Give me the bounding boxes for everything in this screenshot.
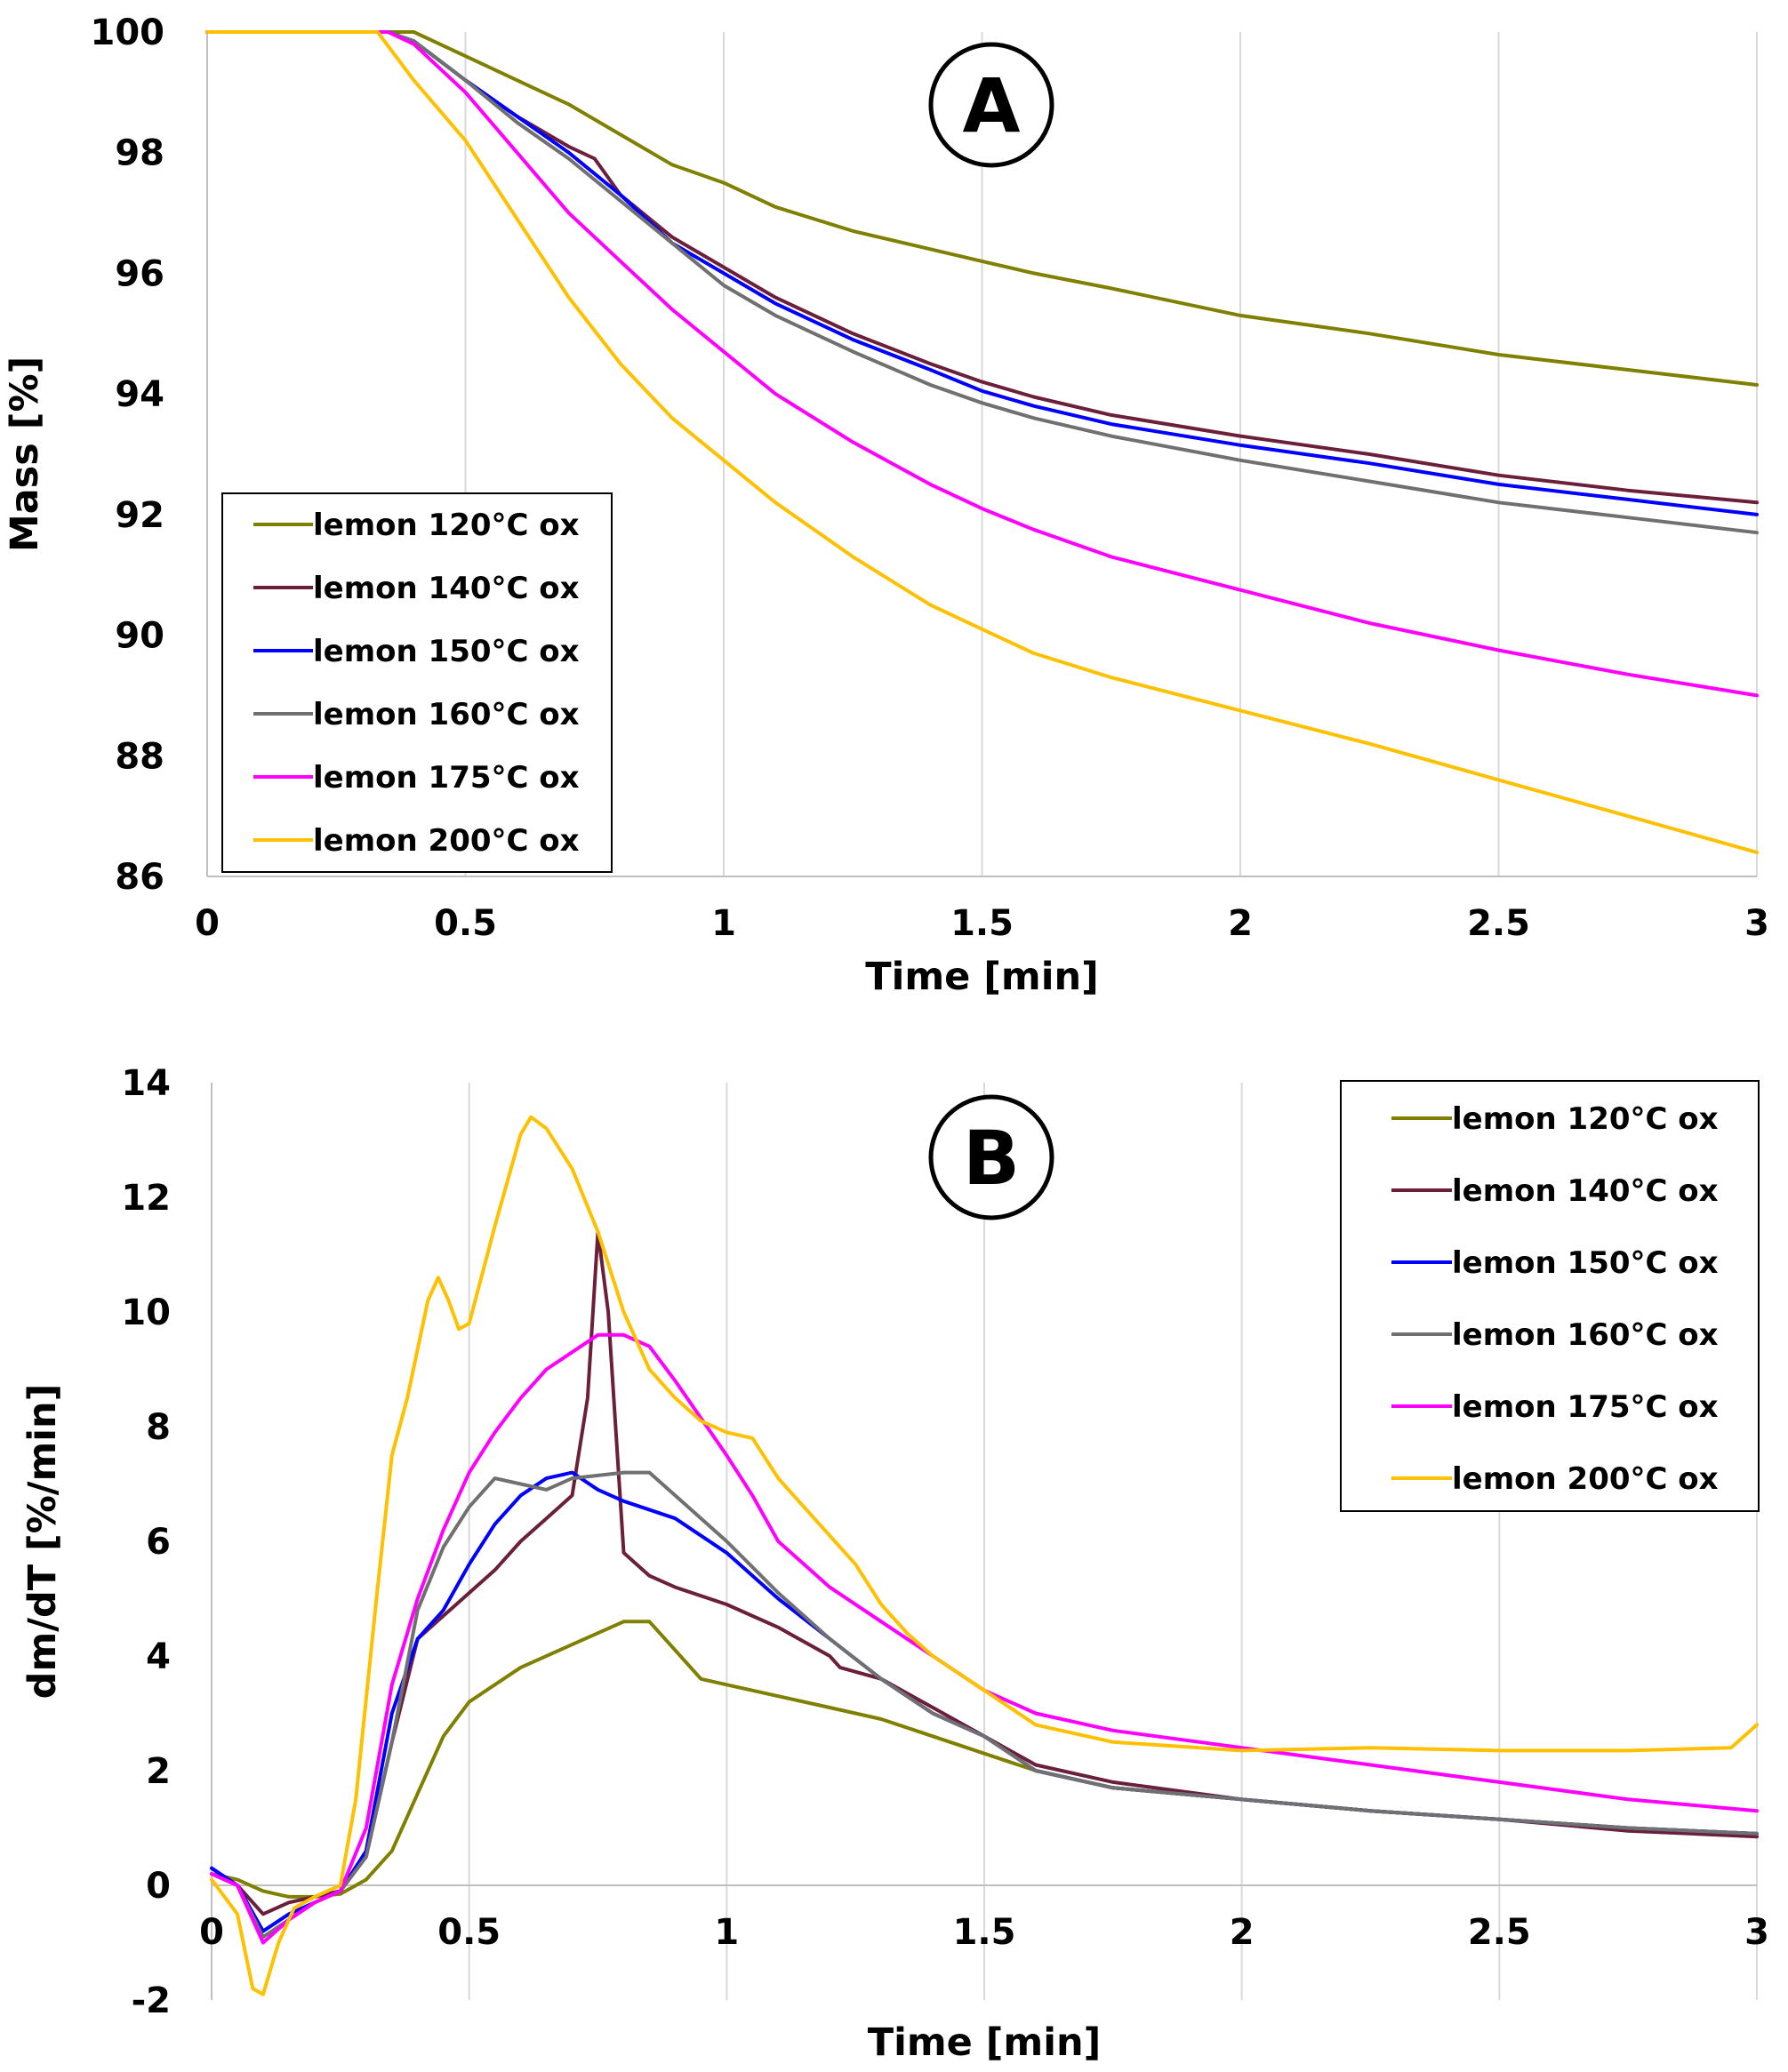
x-tick-label: 3 — [1744, 903, 1769, 944]
y-tick-label: 6 — [146, 1522, 171, 1563]
series-line-6 — [205, 30, 1759, 854]
legend-entry: lemon 160°C ox — [1452, 1317, 1719, 1353]
y-tick-label: 88 — [115, 736, 164, 777]
y-tick-label: 8 — [146, 1407, 171, 1448]
x-axis-title: Time [min] — [868, 2020, 1101, 2065]
x-tick-label: 2 — [1228, 903, 1253, 944]
x-tick-label: 1 — [711, 903, 736, 944]
x-axis-title: Time [min] — [865, 955, 1098, 999]
x-tick-label: 2.5 — [1467, 903, 1530, 944]
series-line-4 — [205, 30, 1759, 535]
y-tick-label: 86 — [115, 857, 164, 898]
y-tick-label: 2 — [146, 1751, 171, 1792]
legend: lemon 120°C ox lemon 140°C ox lemon 150°C … — [1340, 1080, 1760, 1512]
panel-badge-label: A — [962, 62, 1020, 149]
y-tick-label: 10 — [121, 1292, 171, 1333]
legend-entry: lemon 120°C ox — [313, 508, 580, 543]
y-tick-label: 90 — [115, 616, 164, 657]
y-tick-label: 96 — [115, 253, 164, 294]
legend-entry: lemon 140°C ox — [313, 571, 580, 606]
legend-entry: lemon 140°C ox — [1452, 1173, 1719, 1209]
y-axis-title: Mass [%] — [3, 356, 47, 552]
legend-entry: lemon 120°C ox — [1452, 1101, 1719, 1137]
panel-badge-circle — [928, 1094, 1054, 1220]
legend-entry: lemon 175°C ox — [313, 760, 580, 796]
panel-badge-circle — [928, 42, 1054, 168]
legend-entry: lemon 175°C ox — [1452, 1389, 1719, 1425]
x-tick-label: 1.5 — [953, 1912, 1016, 1953]
chart-panel-b: -2 0 2 4 6 8 10 12 14 0 0.5 1 1.5 2 2.5 3 Time [min] dm/d… — [20, 1063, 1769, 2065]
y-tick-label: 12 — [121, 1178, 171, 1219]
y-tick-label: 98 — [115, 133, 164, 174]
x-tick-label: 2.5 — [1468, 1912, 1531, 1953]
legend-box — [1340, 1080, 1760, 1512]
series-line-1 — [205, 30, 1759, 387]
y-axis-title: dm/dT [%/min] — [20, 1384, 65, 1700]
x-tick-label: 2 — [1230, 1912, 1255, 1953]
x-tick-label: 1 — [714, 1912, 739, 1953]
y-tick-label: 94 — [115, 374, 164, 415]
legend: lemon 120°C ox lemon 140°C ox lemon 150°C … — [221, 492, 613, 873]
legend-entry: lemon 200°C ox — [1452, 1461, 1719, 1497]
y-tick-label: 92 — [115, 495, 164, 536]
panel-badge-label: B — [963, 1115, 1020, 1202]
y-tick-label: 4 — [146, 1636, 171, 1677]
legend-box — [221, 492, 613, 873]
legend-entry: lemon 150°C ox — [313, 634, 580, 669]
x-tick-label: 0.5 — [437, 1912, 501, 1953]
series-line-5 — [205, 30, 1759, 698]
x-tick-label: 1.5 — [950, 903, 1014, 944]
chart-panel-a: 86 88 90 92 94 96 98 100 0 0.5 1 1.5 2 2.5 3 Time [min]… — [3, 12, 1769, 999]
y-tick-label: 14 — [121, 1063, 171, 1104]
x-tick-label: 0 — [199, 1912, 224, 1953]
legend-entry: lemon 200°C ox — [313, 823, 580, 859]
legend-entry: lemon 160°C ox — [313, 697, 580, 732]
legend-entry: lemon 150°C ox — [1452, 1245, 1719, 1281]
y-tick-label: 100 — [91, 12, 165, 53]
x-tick-label: 3 — [1744, 1912, 1769, 1953]
series-line-6 — [210, 1115, 1759, 1996]
x-tick-label: 0.5 — [434, 903, 497, 944]
y-tick-label: -2 — [132, 1980, 171, 2021]
series-line-5 — [210, 1332, 1759, 1945]
y-tick-label: 0 — [146, 1866, 171, 1907]
x-tick-label: 0 — [195, 903, 220, 944]
